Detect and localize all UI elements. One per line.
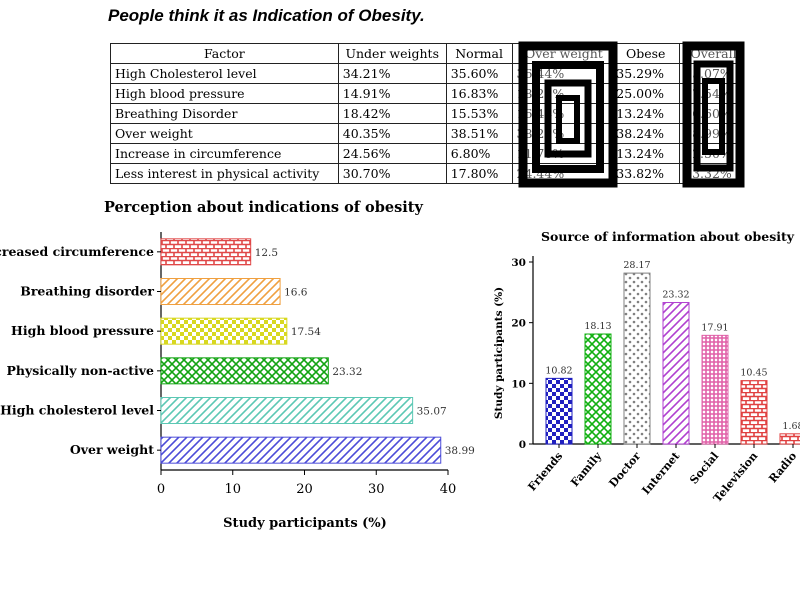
value-label-social: 17.91 [701,322,728,333]
bar-radio [779,433,800,445]
category-label-high-blood-pressure: High blood pressure [11,323,154,338]
value-label-family: 18.13 [584,321,611,332]
cell-normal: 38.51% [445,123,513,144]
x-tick-label-10: 10 [224,482,241,497]
value-label-over-weight: 38.99 [445,445,475,457]
value-label-breathing-disorder: 16.6 [284,287,308,299]
category-label-internet: Internet [639,449,682,497]
category-label-physically-non-active: Physically non-active [6,363,154,378]
cell-normal: 15.53% [445,103,513,124]
bar-doctor [623,272,651,445]
value-label-high-cholesterol-level: 35.07 [417,406,447,418]
cell-under-weights: 34.21% [337,63,447,84]
cell-normal: 17.80% [445,163,513,184]
cell-normal: 6.80% [445,143,513,164]
value-label-television: 10.45 [740,368,767,379]
category-label-over-weight: Over weight [70,442,154,457]
source-chart-title: Source of information about obesity [541,229,795,244]
category-label-doctor: Doctor [606,449,643,490]
category-label-friends: Friends [525,450,565,494]
bar-physically-non-active [160,357,329,385]
category-label-family: Family [568,449,605,489]
cell-under-weights: 30.70% [337,163,447,184]
y-tick-label-30: 30 [511,257,526,269]
bar-high-cholesterol-level [160,397,414,424]
category-label-high-cholesterol-level: High cholesterol level [0,403,154,418]
cell-obese: 33.82% [611,163,681,184]
bar-social [701,334,729,445]
cell-obese: 13.24% [611,103,681,124]
value-label-physically-non-active: 23.32 [332,366,362,378]
category-label-social: Social [687,450,721,487]
category-label-increased-circumference: Increased circumference [0,244,154,259]
header-normal: Normal [445,43,513,64]
bar-breathing-disorder [160,278,281,305]
bar-friends [545,377,573,445]
cell-factor: Less interest in physical activity [110,163,339,184]
y-tick-label-0: 0 [519,439,526,451]
bar-television [740,380,768,445]
value-label-high-blood-pressure: 17.54 [291,326,321,338]
bar-family [584,333,612,445]
value-label-radio: 1.68 [782,421,800,432]
perception-chart-title: Perception about indications of obesity [104,199,423,216]
bar-increased-circumference [160,238,252,266]
bar-over-weight [160,436,442,464]
x-tick-label-0: 0 [157,482,165,497]
x-tick-label-20: 20 [296,482,313,497]
bar-high-blood-pressure [160,317,288,345]
category-label-radio: Radio [766,450,799,486]
x-tick-label-40: 40 [440,482,457,497]
value-label-doctor: 28.17 [623,260,650,271]
value-label-friends: 10.82 [545,365,572,376]
category-label-breathing-disorder: Breathing disorder [20,284,154,299]
bar-internet [662,302,690,445]
y-tick-label-20: 20 [511,318,526,330]
value-label-internet: 23.32 [662,290,689,301]
cell-under-weights: 18.42% [337,103,447,124]
x-axis-title: Study participants (%) [223,516,387,531]
y-tick-label-10: 10 [511,378,526,390]
page-title: People think it as Indication of Obesity… [108,6,425,25]
cell-normal: 16.83% [445,83,513,104]
x-tick-label-30: 30 [368,482,385,497]
header-under-weights: Under weights [337,43,447,64]
cell-normal: 35.60% [445,63,513,84]
y-axis-title: Study participants (%) [493,287,505,419]
value-label-increased-circumference: 12.5 [255,247,278,259]
